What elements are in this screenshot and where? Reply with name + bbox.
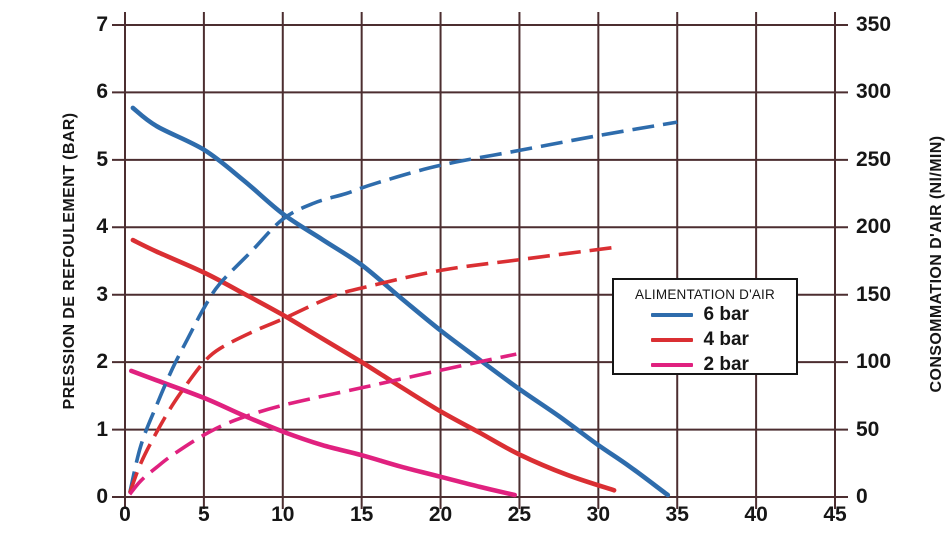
legend: ALIMENTATION D'AIR 6 bar 4 bar 2 bar (612, 278, 798, 375)
series-curve (130, 105, 671, 498)
x-tick-label: 10 (271, 503, 295, 526)
right-tick-label: 0 (856, 485, 868, 508)
legend-item-label: 4 bar (703, 328, 749, 350)
left-tick-label: 5 (96, 147, 108, 171)
x-tick-label: 0 (119, 503, 131, 526)
x-tick-label: 35 (665, 503, 689, 526)
legend-item-label: 6 bar (703, 303, 749, 325)
legend-items: 6 bar 4 bar 2 bar (614, 302, 796, 377)
x-tick-label: 5 (198, 503, 210, 526)
legend-item: 2 bar (614, 352, 796, 377)
left-tick-label: 7 (96, 13, 108, 36)
legend-swatch (650, 362, 693, 367)
right-tick-label: 100 (856, 350, 892, 374)
x-tick-label: 30 (586, 503, 610, 526)
right-axis-title: CONSOMMATION D'AIR (Nl/MIN) (928, 135, 945, 393)
left-axis-title: PRESSION DE REFOULEMENT (BAR) (61, 112, 78, 410)
legend-item: 6 bar (614, 302, 796, 327)
series-curve (129, 368, 517, 498)
x-tick-label: 45 (823, 503, 847, 526)
left-tick-label: 3 (96, 282, 108, 306)
right-tick-label: 250 (856, 147, 892, 171)
left-tick-label: 0 (96, 485, 108, 508)
left-tick-label: 1 (96, 417, 108, 441)
legend-swatch (650, 312, 693, 317)
series-curve (130, 237, 617, 493)
series-curve (127, 120, 678, 494)
right-tick-label: 300 (856, 80, 892, 104)
right-tick-label: 350 (856, 13, 892, 36)
series-curve (128, 352, 517, 496)
series-curve (128, 245, 615, 494)
x-tick-label: 25 (507, 503, 532, 526)
left-tick-label: 4 (96, 215, 108, 239)
legend-title: ALIMENTATION D'AIR (635, 287, 775, 302)
right-tick-label: 200 (856, 215, 892, 239)
left-tick-label: 6 (96, 80, 108, 104)
left-tick-label: 2 (96, 350, 108, 374)
legend-swatch (650, 337, 693, 342)
x-tick-label: 40 (744, 503, 768, 526)
legend-item: 4 bar (614, 327, 796, 352)
x-tick-label: 15 (349, 503, 374, 526)
x-tick-label: 20 (428, 503, 453, 526)
right-tick-label: 150 (856, 282, 892, 306)
legend-item-label: 2 bar (703, 353, 749, 375)
right-tick-label: 50 (856, 417, 880, 441)
